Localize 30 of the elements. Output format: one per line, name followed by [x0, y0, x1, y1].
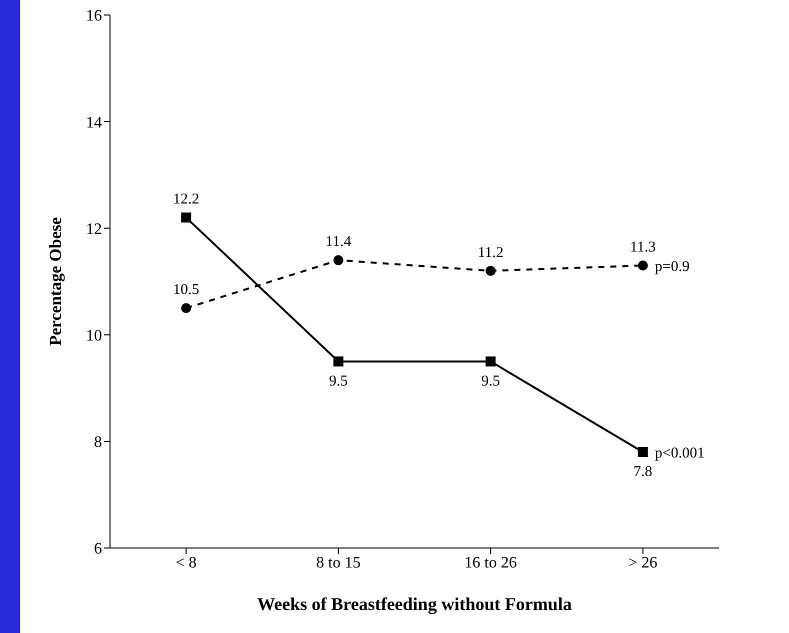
y-tick-label: 14: [86, 114, 102, 132]
data-label: 11.3: [630, 240, 656, 256]
data-label: 9.5: [329, 373, 348, 390]
data-label: 7.8: [634, 464, 652, 480]
point: [638, 260, 648, 271]
y-tick-label: 12: [86, 220, 102, 238]
y-axis-title: Percentage Obese: [46, 216, 66, 346]
point: [486, 356, 496, 366]
x-tick-label: 16 to 26: [464, 554, 517, 572]
x-tick-label: > 26: [628, 554, 658, 572]
x-tick-label: < 8: [176, 554, 197, 572]
point: [333, 255, 344, 266]
point: [486, 266, 496, 276]
point: [333, 356, 344, 366]
point: [181, 212, 192, 223]
y-tick-label: 8: [94, 434, 102, 452]
data-label: 11.4: [326, 234, 352, 250]
data-label: 11.2: [478, 244, 504, 261]
point: [181, 303, 192, 314]
annotation: p=0.9: [654, 258, 690, 275]
y-tick-label: 10: [86, 327, 102, 344]
data-label: 10.5: [173, 282, 200, 298]
y-tick-label: 6: [94, 540, 102, 558]
data-label: 12.2: [173, 192, 200, 208]
point: [638, 447, 648, 458]
y-tick-label: 16: [86, 8, 102, 25]
x-axis-title: Weeks of Breastfeeding without Formula: [257, 594, 572, 614]
x-tick-label: 8 to 15: [316, 554, 361, 572]
data-label: 9.5: [481, 373, 500, 390]
annotation: p<0.001: [654, 445, 705, 462]
